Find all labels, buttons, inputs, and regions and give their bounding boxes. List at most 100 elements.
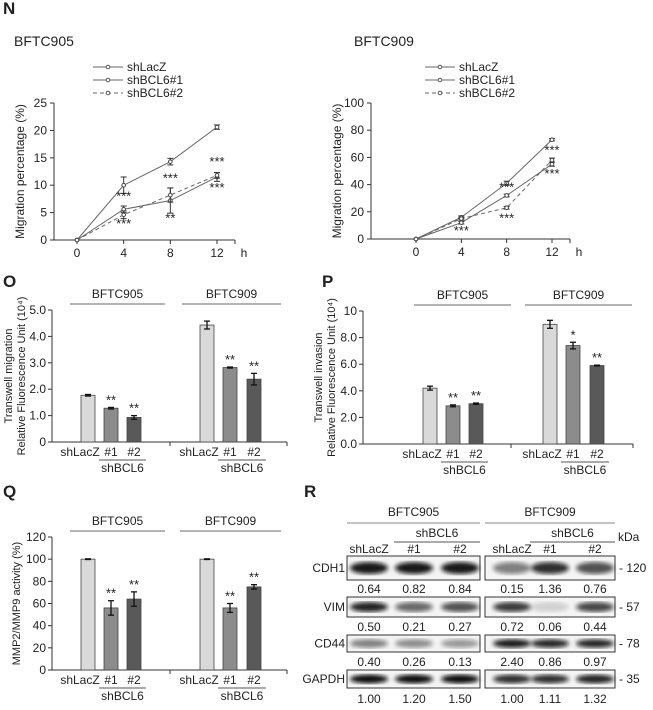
band-intensity-value: 0.40 (357, 655, 381, 669)
y-tick-label: 6.0 (340, 357, 357, 371)
significance-marker: ** (106, 586, 116, 601)
protein-band (576, 562, 614, 574)
x-axis-label: h (576, 245, 583, 259)
significance-marker: ** (129, 401, 139, 416)
significance-marker: *** (544, 143, 559, 158)
significance-marker: *** (116, 216, 131, 231)
protein-band (493, 639, 531, 648)
band-intensity-value: 0.72 (500, 620, 524, 634)
significance-marker: ** (249, 358, 259, 373)
y-tick-label: 1.0 (29, 409, 46, 423)
subgroup-label: shBCL6 (221, 689, 264, 703)
y-tick-label: 60 (33, 597, 47, 611)
subgroup-label: shBCL6 (101, 461, 144, 475)
bar-bftc909-2 (589, 365, 605, 445)
x-tick-label: #1 (223, 673, 237, 687)
x-tick-label: 4 (120, 246, 127, 260)
lane-label: #1 (543, 542, 557, 556)
subgroup-label: shBCL6 (221, 461, 264, 475)
band-intensity-value: 0.76 (583, 582, 607, 596)
x-tick-label: #2 (590, 447, 604, 461)
subgroup-label: shBCL6 (443, 463, 486, 477)
bar-bftc905-0 (80, 394, 96, 443)
subgroup-label: shBCL6 (416, 526, 459, 540)
lane-label: shLacZ (492, 542, 531, 556)
legend-label: shBCL6#2 (459, 86, 515, 100)
protein-band (350, 562, 388, 574)
y-axis-label: MMP2/MMP9 activity (%) (11, 542, 23, 665)
series-line (76, 126, 218, 241)
significance-marker: ** (471, 388, 481, 403)
y-tick-label: 10 (344, 304, 358, 318)
significance-marker: *** (209, 154, 224, 169)
y-tick-label: 80 (33, 574, 47, 588)
molecular-weight-label: - 35 (619, 672, 640, 686)
y-tick-label: 20 (33, 641, 47, 655)
molecular-weight-label: - 78 (619, 637, 640, 651)
group-header-label: BFTC905 (437, 288, 489, 302)
x-tick-label: #1 (446, 447, 460, 461)
bar-bftc909-1 (565, 345, 581, 445)
y-tick-label: 40 (351, 178, 365, 192)
legend-label: shBCL6#1 (127, 73, 183, 87)
x-axis-label: h (241, 246, 248, 260)
band-intensity-value: 0.50 (357, 620, 381, 634)
molecular-weight-label: - 120 (619, 561, 647, 575)
y-tick-label: 0 (39, 663, 46, 677)
y-tick-label: 5.0 (29, 303, 46, 317)
x-tick-label: 0 (413, 245, 420, 259)
data-point (168, 159, 173, 164)
panel-label-r: R (304, 482, 316, 501)
protein-band (441, 674, 479, 684)
data-point (549, 137, 555, 143)
data-point (504, 205, 509, 211)
bar-bftc905-2 (126, 417, 142, 443)
protein-band (441, 562, 479, 574)
x-tick-label: shLacZ (402, 447, 441, 461)
series-line (415, 163, 553, 240)
y-axis-label: Relative Fluorescence Unit (10⁴) (16, 297, 28, 456)
y-tick-label: 5 (40, 206, 47, 220)
data-point (504, 180, 509, 186)
band-intensity-value: 0.15 (500, 582, 524, 596)
band-intensity-value: 1.11 (539, 692, 562, 706)
y-tick-label: 2.0 (340, 410, 357, 424)
x-tick-label: #2 (127, 445, 141, 459)
y-tick-label: 3.0 (29, 356, 46, 370)
x-tick-label: #1 (104, 445, 118, 459)
y-axis-label: Relative Fluorescence Unit (10⁴) (326, 298, 338, 457)
band-intensity-value: 1.50 (448, 692, 472, 706)
y-tick-label: 4.0 (340, 384, 357, 398)
bar-bftc905-2 (468, 403, 484, 445)
bar-bftc909-0 (542, 323, 558, 445)
panel-label-p: P (322, 272, 333, 291)
subgroup-label: shBCL6 (564, 463, 607, 477)
protein-label: VIM (324, 600, 345, 614)
protein-label: CD44 (314, 637, 345, 651)
y-tick-label: 0 (39, 435, 46, 449)
x-tick-label: #2 (247, 673, 261, 687)
x-tick-label: #2 (127, 673, 141, 687)
protein-band (531, 639, 569, 648)
band-intensity-value: 0.82 (402, 582, 426, 596)
molecular-weight-label: - 57 (619, 600, 640, 614)
bar-bftc905-2 (126, 598, 142, 671)
x-tick-label: 12 (210, 246, 224, 260)
y-tick-label: 80 (351, 123, 365, 137)
group-header-label: BFTC909 (206, 287, 258, 301)
legend-marker-diamond (105, 64, 111, 70)
bar-bftc905-1 (103, 407, 119, 443)
band-intensity-value: 1.00 (500, 692, 524, 706)
band-intensity-value: 0.44 (583, 620, 607, 634)
lane-label: #1 (407, 542, 421, 556)
data-point (168, 192, 173, 198)
x-tick-label: shLacZ (60, 673, 99, 687)
data-point (121, 182, 126, 188)
data-point (121, 212, 126, 218)
legend-marker-diamond (437, 64, 443, 70)
x-tick-label: shLacZ (179, 673, 218, 687)
band-intensity-value: 0.27 (448, 620, 472, 634)
protein-band (531, 562, 569, 574)
data-point (504, 193, 509, 198)
x-tick-label: 8 (503, 245, 510, 259)
